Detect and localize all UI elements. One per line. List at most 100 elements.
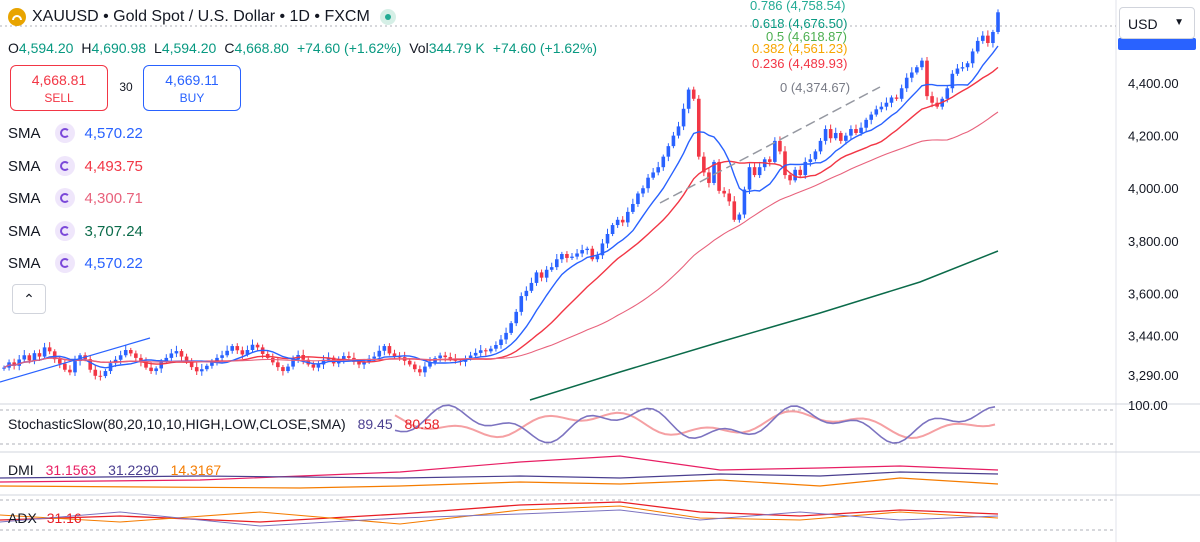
candle-body [42,347,47,357]
candle-body [600,243,605,256]
currency-select[interactable]: USD ▼ [1119,7,1195,39]
sma-legend-4[interactable]: SMA 3,707.24 [8,221,143,241]
symbol-header[interactable]: XAUUSD • Gold Spot / U.S. Dollar • 1D • … [8,6,396,28]
candle-body [169,353,174,358]
candle-body [524,290,529,297]
candle-body [47,347,52,352]
candle-body [727,193,732,202]
candle-body [879,106,884,110]
candle-body [52,351,57,360]
sma-line-green [529,250,999,401]
candle-body [803,161,808,176]
open-value: 4,594.20 [18,40,74,56]
stochastic-legend[interactable]: StochasticSlow(80,20,10,10,HIGH,LOW,CLOS… [8,416,440,432]
sell-button[interactable]: 4,668.81 SELL [10,65,108,111]
candle-body [12,362,16,366]
candle-body [646,177,650,189]
price-tick-label: 4,200.00 [1128,129,1179,144]
spread-value: 30 [119,80,133,94]
sma-legend-1[interactable]: SMA 4,570.22 [8,123,143,143]
stochastic-d-value: 80.58 [404,416,440,432]
indicator-settings-icon[interactable] [54,221,75,241]
candle-body [930,96,934,103]
candle-body [68,369,72,373]
adx-legend[interactable]: ADX 31.16 [8,510,82,526]
adx-line-3 [0,509,999,527]
candle-body [869,114,874,120]
buy-price: 4,669.11 [165,72,219,88]
candle-body [382,346,387,351]
dmi-minus-line [0,471,999,479]
candle-body [154,368,158,372]
candle-body [134,353,138,358]
dmi-legend[interactable]: DMI 31.1563 31.2290 14.3167 [8,462,222,478]
candle-body [139,357,143,362]
candle-body [519,296,524,312]
candle-body [88,359,93,370]
price-tick-label: 3,290.00 [1128,368,1179,383]
candle-body [164,357,169,362]
candle-body [423,366,427,373]
indicator-settings-icon[interactable] [54,156,75,176]
candle-body [859,127,863,133]
candle-body [955,68,960,74]
sell-label: SELL [44,91,74,105]
candle-body [651,172,655,178]
candle-body [504,332,508,340]
candle-body [615,219,620,226]
sma-legend-3[interactable]: SMA 4,300.71 [8,188,143,208]
candle-body [534,272,539,283]
candle-body [575,253,579,257]
candle-body [478,350,483,353]
candle-body [666,146,671,157]
candle-body [184,356,189,362]
sma-legend-5[interactable]: SMA 4,570.22 [8,253,143,273]
candle-body [950,73,955,89]
price-tick-label: 3,800.00 [1128,234,1179,249]
candle-body [844,135,848,141]
dmi-plus-line [0,455,999,483]
candle-body [702,156,706,173]
volume-change-value: +74.60 (+1.62%) [492,40,598,56]
candle-body [372,356,377,359]
candle-body [73,361,77,373]
sma-legend-2[interactable]: SMA 4,493.75 [8,156,143,176]
candle-body [828,129,833,139]
candle-body [752,167,757,176]
candle-body [235,346,240,351]
indicator-settings-icon[interactable] [54,253,75,273]
stochastic-k-value: 89.45 [357,416,393,432]
candle-body [707,172,711,183]
fib-label: 0.618 (4,676.50) [752,16,847,31]
candle-body [915,67,919,73]
buy-button[interactable]: 4,669.11 BUY [143,65,241,111]
change-value: +74.60 (+1.62%) [296,40,402,56]
candle-body [179,351,184,357]
sma-value-5: 4,570.22 [84,254,143,272]
candle-body [194,367,199,372]
candle-body [544,269,549,278]
market-open-icon [379,9,396,25]
indicator-settings-icon[interactable] [54,123,75,143]
candle-body [418,369,422,373]
gold-logo-icon [8,8,26,26]
indicator-settings-icon[interactable] [54,188,75,208]
candle-body [316,364,321,368]
candle-body [387,346,392,354]
collapse-legend-button[interactable]: ⌃ [12,284,46,314]
candle-body [255,344,260,348]
candle-body [159,361,164,369]
candle-body [773,140,777,162]
stoch-k-line [394,404,996,444]
candle-body [144,361,148,368]
sma-line-red [3,66,999,369]
candle-body [849,129,853,136]
candle-body [681,108,686,127]
candle-body [438,355,442,359]
price-tick-label: 4,000.00 [1128,181,1179,196]
candle-body [767,159,772,162]
dmi-value-3: 14.3167 [170,462,222,478]
sma-value-3: 4,300.71 [84,189,143,207]
candle-body [57,359,62,364]
